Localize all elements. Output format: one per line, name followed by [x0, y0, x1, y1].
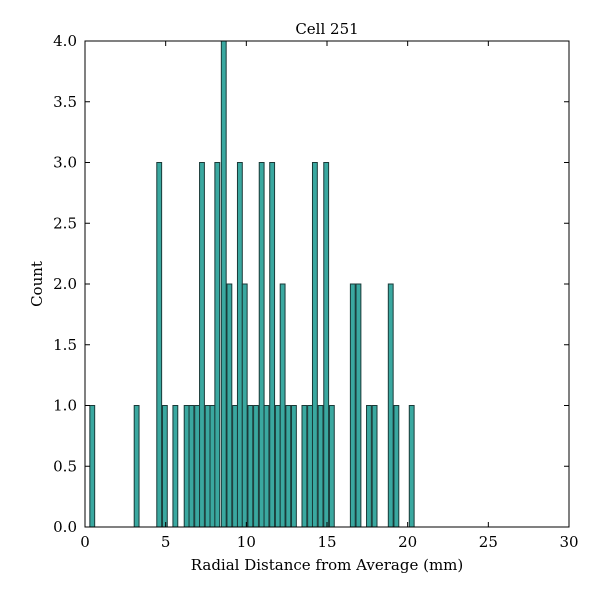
x-tick-label: 10: [237, 533, 256, 551]
histogram-bar: [366, 405, 372, 528]
histogram-bar: [387, 283, 394, 528]
x-tick-label: 15: [317, 533, 336, 551]
y-axis-label: Count: [28, 261, 46, 307]
histogram-bar: [311, 162, 318, 528]
histogram-bar: [232, 405, 238, 528]
y-tick-label: 3.0: [53, 154, 77, 172]
y-tick-label: 1.0: [53, 397, 77, 415]
y-tick-label: 1.5: [53, 336, 77, 354]
x-tick-label: 0: [80, 533, 90, 551]
histogram-bar: [236, 162, 243, 528]
histogram-bar: [209, 405, 216, 528]
histogram-bar: [393, 405, 400, 528]
histogram-bar: [253, 405, 259, 528]
histogram-bar: [269, 162, 276, 528]
histogram-bar: [241, 283, 248, 528]
histogram-bar: [323, 162, 330, 528]
histogram-bar: [371, 405, 378, 528]
histogram-bar: [291, 405, 297, 528]
histogram-bar: [161, 405, 168, 528]
y-tick-label: 0.0: [53, 518, 77, 536]
histogram-bar: [279, 283, 286, 528]
histogram-bar: [194, 405, 201, 528]
y-tick-label: 2.0: [53, 275, 77, 293]
histogram-bar: [204, 405, 211, 528]
x-tick-label: 25: [479, 533, 498, 551]
histogram-bar: [355, 283, 362, 528]
histogram-bar: [317, 405, 324, 528]
y-tick-label: 3.5: [53, 93, 77, 111]
y-tick-label: 4.0: [53, 32, 77, 50]
histogram-bar: [258, 162, 265, 528]
histogram-bar: [263, 405, 270, 528]
histogram-bar: [172, 405, 179, 528]
histogram-bar: [214, 162, 221, 528]
bars-group: [89, 40, 415, 528]
histogram-bar: [307, 405, 313, 528]
histogram-bar: [285, 405, 292, 528]
histogram-bar: [183, 405, 190, 528]
histogram-bar: [301, 405, 308, 528]
y-tick-label: 0.5: [53, 457, 77, 475]
histogram-bar: [328, 405, 335, 528]
x-axis-label: Radial Distance from Average (mm): [191, 556, 464, 574]
x-tick-label: 20: [398, 533, 417, 551]
histogram-bar: [274, 405, 281, 528]
histogram-bar: [247, 405, 254, 528]
histogram-bar: [408, 405, 415, 528]
histogram-bar: [220, 40, 227, 528]
histogram-bar: [188, 405, 195, 528]
histogram-bar: [349, 283, 356, 528]
histogram-bar: [156, 162, 163, 528]
x-axis-ticks: 0 5 10 15 20 25 30: [80, 41, 579, 551]
histogram-bar: [133, 405, 140, 528]
x-tick-label: 5: [161, 533, 171, 551]
y-axis-ticks: 0.0 0.5 1.0 1.5 2.0 2.5 3.0 3.5 4.0: [53, 32, 569, 536]
chart-title: Cell 251: [295, 20, 358, 38]
x-tick-label: 30: [559, 533, 578, 551]
histogram-bar: [199, 162, 205, 528]
histogram-bar: [226, 283, 233, 528]
y-tick-label: 2.5: [53, 214, 77, 232]
histogram-bar: [89, 405, 96, 528]
